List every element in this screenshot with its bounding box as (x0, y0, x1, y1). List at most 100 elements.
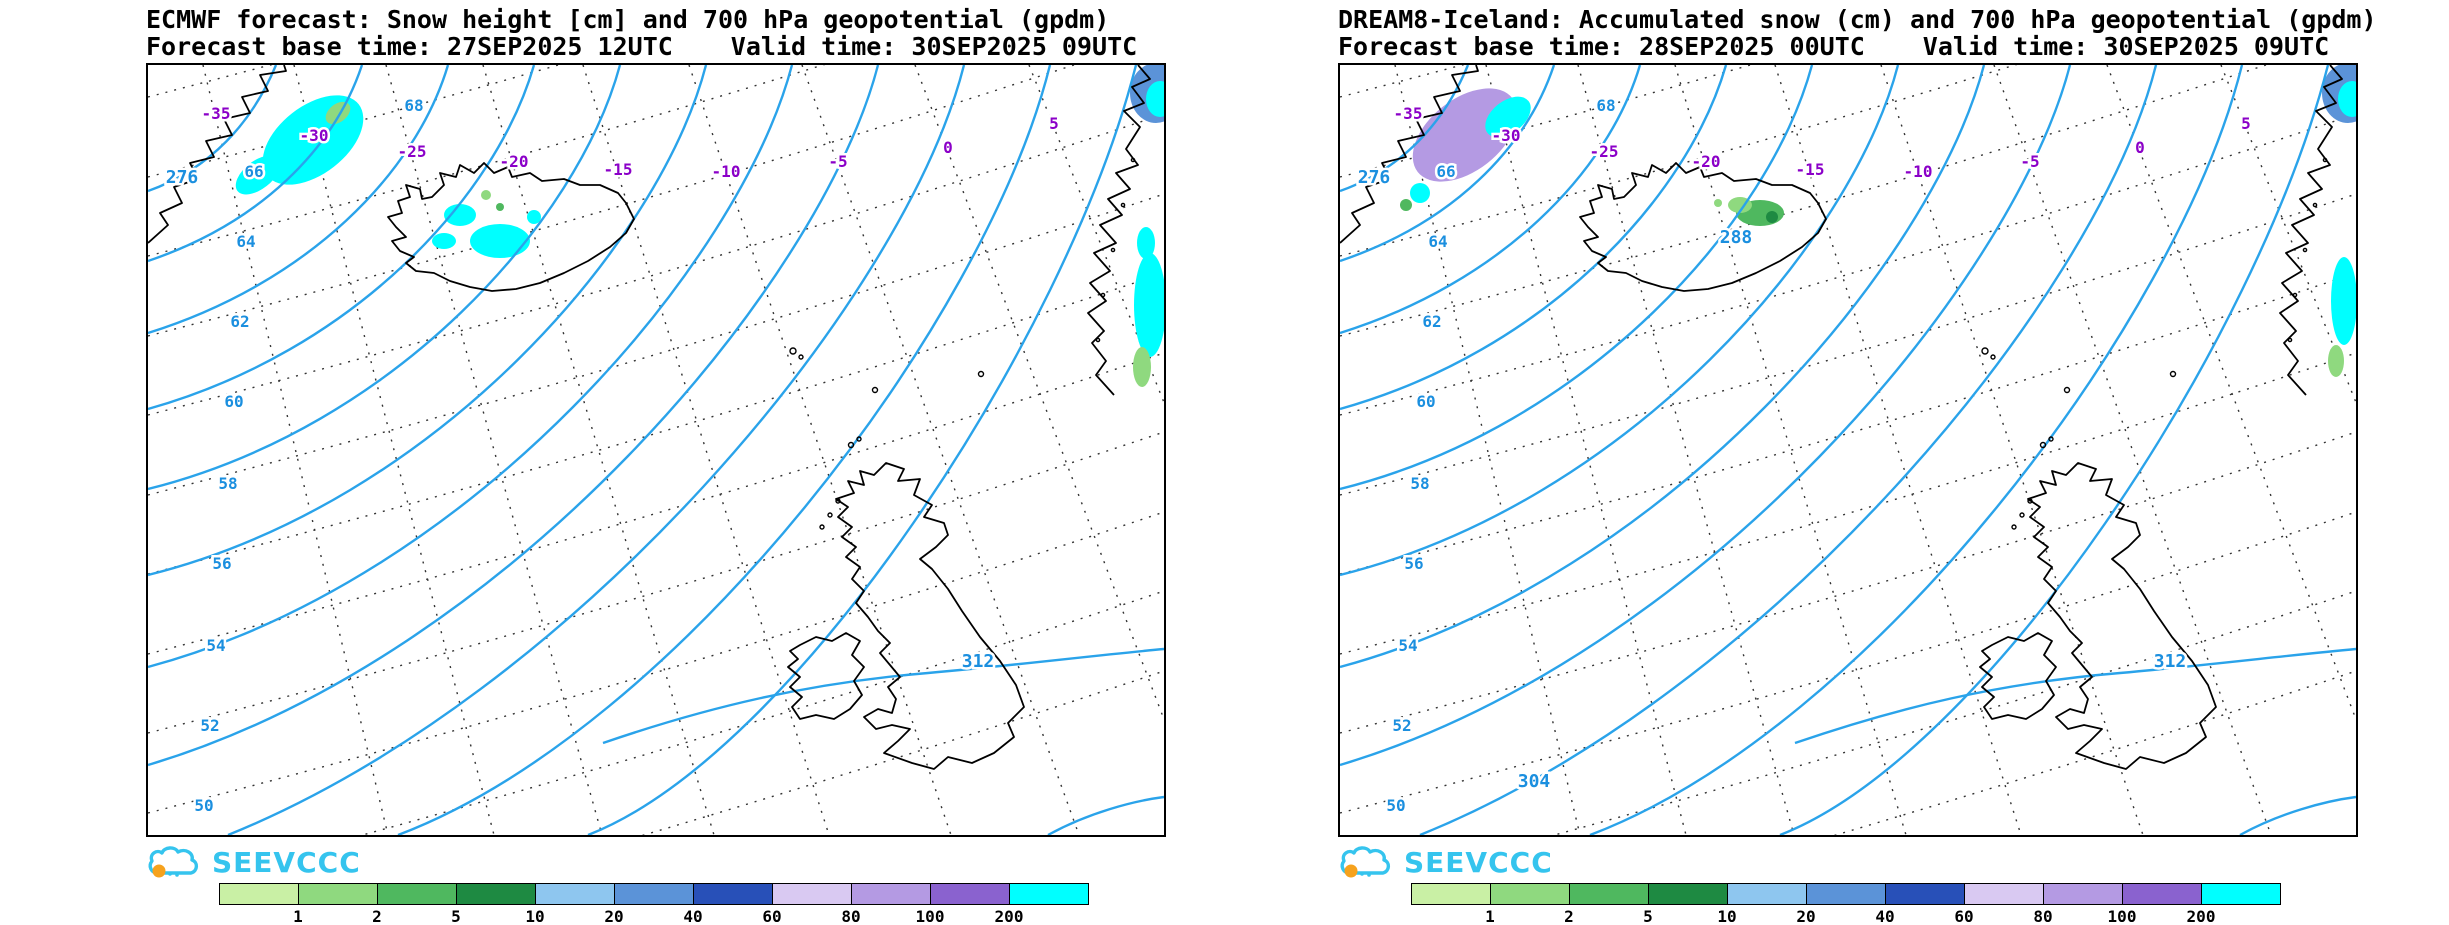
colorbar-labels: 1 2 5 10 20 40 60 80 100 200 (219, 905, 1089, 925)
colorbar-label: 80 (841, 907, 861, 925)
lon-label: 0 (943, 138, 953, 157)
colorbar-label: 80 (2033, 907, 2053, 925)
colorbar-label: 100 (915, 907, 945, 925)
map-svg-dream8: 68 66 64 62 60 58 56 54 52 50 -35 -30 -2… (1340, 65, 2356, 835)
geopotential-labels: 276 312 (163, 165, 997, 675)
lon-label: -35 (202, 104, 231, 123)
colorbar-label: 5 (1643, 907, 1653, 925)
map-svg-ecmwf: 68 66 64 62 60 58 56 54 52 50 -35 -30 -2… (148, 65, 1164, 835)
longitude-labels: -35 -30 -25 -20 -15 -10 -5 0 5 (199, 102, 1061, 184)
colorbar-label: 20 (604, 907, 624, 925)
colorbar-cell (536, 884, 615, 904)
lat-label: 60 (224, 392, 243, 411)
colorbar-cell (220, 884, 299, 904)
lat-label: 66 (244, 162, 263, 181)
snow-shading-dream8 (1400, 65, 2356, 377)
lon-label: -15 (1796, 160, 1825, 179)
lon-label: 5 (1049, 114, 1059, 133)
base-time: Forecast base time: 28SEP2025 00UTC (1338, 32, 1865, 61)
panel-title: ECMWF forecast: Snow height [cm] and 700… (146, 5, 1110, 34)
lat-label: 62 (230, 312, 249, 331)
colorbar-cell (931, 884, 1010, 904)
logo-text: SEEVCCC (1404, 845, 1553, 879)
logo: SEEVCCC (146, 843, 1162, 881)
lon-label: -25 (1590, 142, 1619, 161)
colorbar-label: 100 (2107, 907, 2137, 925)
valid-time: Valid time: 30SEP2025 09UTC (730, 32, 1138, 61)
snow-shading-ecmwf (235, 65, 1164, 387)
lat-label: 68 (404, 96, 423, 115)
lon-label: -10 (1904, 162, 1933, 181)
colorbar-cell (2202, 884, 2280, 904)
lon-label: 5 (2241, 114, 2251, 133)
lon-label: -5 (828, 152, 847, 171)
panel-subtitle: Forecast base time: 27SEP2025 12UTC Valid… (146, 33, 1166, 60)
colorbar-cell (694, 884, 773, 904)
lat-label: 52 (200, 716, 219, 735)
colorbar-cells (219, 883, 1089, 905)
colorbar-cell (1886, 884, 1965, 904)
panel-ecmwf: ECMWF forecast: Snow height [cm] and 700… (146, 6, 1166, 925)
colorbar-label: 1 (1485, 907, 1495, 925)
lat-label: 54 (206, 636, 225, 655)
map-dream8: 68 66 64 62 60 58 56 54 52 50 -35 -30 -2… (1338, 63, 2358, 837)
colorbar-labels: 1 2 5 10 20 40 60 80 100 200 (1411, 905, 2281, 925)
lat-label: 58 (1410, 474, 1429, 493)
contour-label: 276 (166, 167, 199, 188)
colorbar-label: 2 (372, 907, 382, 925)
lon-label: -35 (1394, 104, 1423, 123)
colorbar-cell (1570, 884, 1649, 904)
seevccc-cloud-icon (148, 846, 199, 878)
colorbar-label: 200 (2186, 907, 2216, 925)
lat-label: 68 (1596, 96, 1615, 115)
colorbar-cell (2044, 884, 2123, 904)
colorbar-label: 5 (451, 907, 461, 925)
colorbar-ecmwf: 1 2 5 10 20 40 60 80 100 200 (146, 883, 1162, 925)
lat-label: 50 (194, 796, 213, 815)
colorbar-label: 40 (683, 907, 703, 925)
lat-label: 66 (1436, 162, 1455, 181)
lon-label: -30 (300, 126, 329, 145)
colorbar-dream8: 1 2 5 10 20 40 60 80 100 200 (1338, 883, 2354, 925)
lon-label: -10 (712, 162, 741, 181)
latitude-labels: 68 66 64 62 60 58 56 54 52 50 (1384, 94, 1618, 818)
colorbar-label: 1 (293, 907, 303, 925)
colorbar-cell (1807, 884, 1886, 904)
lon-label: 0 (2135, 138, 2145, 157)
colorbar-cell (852, 884, 931, 904)
valid-time: Valid time: 30SEP2025 09UTC (1922, 32, 2330, 61)
colorbar-cells (1411, 883, 2281, 905)
colorbar-cell (1412, 884, 1491, 904)
colorbar-cell (615, 884, 694, 904)
colorbar-label: 200 (994, 907, 1024, 925)
footer-dream8: SEEVCCC 1 2 5 10 20 40 60 80 100 200 (1338, 843, 2354, 925)
panel-dream8: DREAM8-Iceland: Accumulated snow (cm) an… (1338, 5, 2377, 925)
footer-ecmwf: SEEVCCC 1 2 5 10 20 40 60 80 100 200 (146, 843, 1162, 925)
seevccc-cloud-icon (1340, 846, 1391, 878)
contour-label: 276 (1358, 167, 1391, 188)
colorbar-label: 20 (1796, 907, 1816, 925)
colorbar-cell (457, 884, 536, 904)
longitude-labels: -35 -30 -25 -20 -15 -10 -5 0 5 (1391, 102, 2253, 184)
lon-label: -30 (1492, 126, 1521, 145)
colorbar-label: 10 (1717, 907, 1737, 925)
lat-label: 64 (236, 232, 255, 251)
panel-subtitle: Forecast base time: 28SEP2025 00UTC Valid… (1338, 33, 2358, 60)
lat-label: 64 (1428, 232, 1447, 251)
colorbar-cell (1965, 884, 2044, 904)
base-time: Forecast base time: 27SEP2025 12UTC (146, 32, 673, 61)
lon-label: -20 (1692, 152, 1721, 171)
colorbar-cell (773, 884, 852, 904)
lat-label: 52 (1392, 716, 1411, 735)
lon-label: -20 (500, 152, 529, 171)
geopotential-labels: 276 288 304 312 (1355, 165, 2189, 795)
colorbar-cell (1491, 884, 1570, 904)
logo: SEEVCCC (1338, 843, 2354, 881)
panel-title: DREAM8-Iceland: Accumulated snow (cm) an… (1338, 5, 2377, 34)
lat-label: 56 (212, 554, 231, 573)
contour-label: 304 (1518, 771, 1551, 792)
contour-label: 288 (1720, 227, 1753, 248)
colorbar-label: 2 (1564, 907, 1574, 925)
latitude-labels: 68 66 64 62 60 58 56 54 52 50 (192, 94, 426, 818)
